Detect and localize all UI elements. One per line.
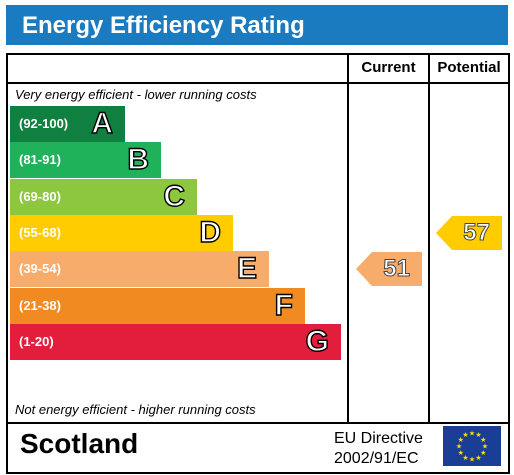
current-rating-arrow-shape <box>356 252 422 287</box>
flag-star-icon: ★ <box>458 436 464 444</box>
band-range-label: (55-68) <box>19 224 61 240</box>
potential-rating-arrow: 57 <box>436 215 502 250</box>
flag-star-icon: ★ <box>456 443 462 451</box>
band-c: (69-80) C <box>10 178 197 215</box>
band-b: (81-91) B <box>10 142 161 179</box>
potential-rating-arrow-value: 57 <box>463 218 491 246</box>
band-d: (55-68) D <box>10 214 233 251</box>
band-range-label: (69-80) <box>19 188 61 204</box>
header-potential: Potential <box>437 59 501 76</box>
flag-star-icon: ★ <box>469 430 475 438</box>
flag-star-icon: ★ <box>475 431 481 439</box>
band-letter-label: D <box>199 215 222 249</box>
band-g: (1-20) G <box>10 323 341 360</box>
band-letter-label: C <box>163 179 186 213</box>
band-letter-label: B <box>127 143 150 177</box>
potential-rating-arrow-polygon <box>436 215 502 250</box>
band-range-label: (39-54) <box>19 261 61 277</box>
directive-text: EU Directive 2002/91/EC <box>334 429 423 469</box>
flag-star-icon: ★ <box>482 443 488 451</box>
band-letter-label: E <box>236 251 257 286</box>
note-bottom: Not energy efficient - higher running co… <box>15 402 256 417</box>
footer-divider <box>8 422 508 424</box>
flag-star-icon: ★ <box>480 449 486 457</box>
page-title: Energy Efficiency Rating <box>22 12 305 39</box>
band-letter-label: G <box>305 324 330 358</box>
band-range-label: (21-38) <box>19 297 61 313</box>
band-range-label: (92-100) <box>19 116 69 131</box>
flag-star-icon: ★ <box>462 454 468 462</box>
flag-star-icon: ★ <box>458 449 464 457</box>
eu-flag-icon: ★ ★ ★ ★ ★ ★ ★ ★ ★ ★ ★ ★ <box>443 426 501 466</box>
band-range-label: (81-91) <box>19 152 61 168</box>
rating-frame: Current Potential Very energy efficient … <box>6 53 510 474</box>
flag-star-icon: ★ <box>475 454 481 462</box>
current-rating-arrow-value: 51 <box>383 255 411 283</box>
eu-flag-svg: ★★★★★★★★★ ★ ★★ <box>456 430 488 464</box>
current-rating-arrow-polygon <box>356 252 422 287</box>
band-range-label: (1-20) <box>19 333 54 349</box>
flag-star-icon: ★ <box>480 436 486 444</box>
band-e: (39-54) E <box>10 251 269 288</box>
potential-rating-arrow-shape <box>436 215 502 250</box>
band-letter-label: A <box>91 106 114 140</box>
flag-star-icon: ★ <box>469 456 475 464</box>
header-underline <box>8 82 508 84</box>
current-rating-arrow: 51 <box>356 252 422 287</box>
title-bar: Energy Efficiency Rating <box>6 5 508 45</box>
flag-star-icon: ★ <box>462 431 468 439</box>
header-current: Current <box>361 59 416 76</box>
band-a: (92-100) A <box>10 106 125 142</box>
band-letter-label: F <box>274 288 294 322</box>
divider-potential <box>428 55 430 423</box>
note-top: Very energy efficient - lower running co… <box>15 87 257 102</box>
band-f: (21-38) F <box>10 287 305 324</box>
directive-line1: EU Directive <box>334 430 423 447</box>
divider-current <box>347 55 349 423</box>
directive-line2: 2002/91/EC <box>334 450 419 467</box>
region-label: Scotland <box>20 428 139 459</box>
